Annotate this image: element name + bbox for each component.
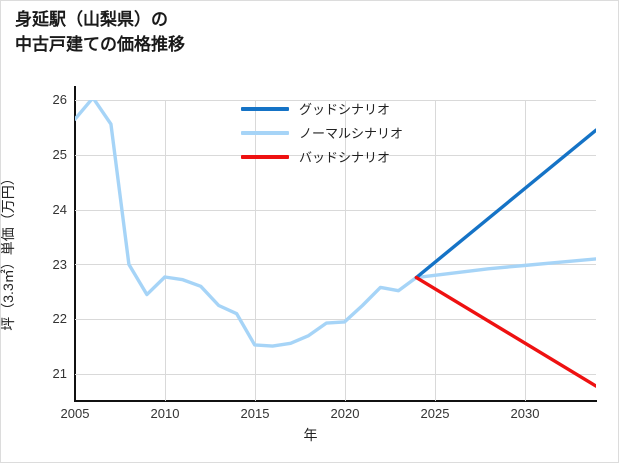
gridline-y-25 xyxy=(75,155,596,156)
x-tick-2010: 2010 xyxy=(150,406,180,421)
plot-area xyxy=(75,100,596,401)
y-tick-21: 21 xyxy=(52,366,67,381)
gridline-x-2030 xyxy=(525,100,526,401)
legend-label-good: グッドシナリオ xyxy=(299,101,391,117)
legend-swatch-bad xyxy=(241,155,289,159)
gridline-y-22 xyxy=(75,319,596,320)
legend-item-bad: バッドシナリオ xyxy=(241,145,403,169)
y-tick-24: 24 xyxy=(52,202,67,217)
y-tick-26: 26 xyxy=(52,92,67,107)
legend-item-normal: ノーマルシナリオ xyxy=(241,121,403,145)
legend-swatch-good xyxy=(241,107,289,111)
x-axis-label: 年 xyxy=(303,427,318,443)
gridline-x-2020 xyxy=(345,100,346,401)
x-tick-2025: 2025 xyxy=(420,406,450,421)
y-tick-25: 25 xyxy=(52,147,67,162)
legend-item-good: グッドシナリオ xyxy=(241,97,403,121)
x-tick-2005: 2005 xyxy=(60,406,90,421)
legend-label-normal: ノーマルシナリオ xyxy=(299,125,404,141)
y-axis-label-text: 坪（3.3㎡）単価（万円） xyxy=(0,171,16,331)
series-lines xyxy=(75,100,596,388)
legend-swatch-normal xyxy=(241,131,289,135)
y-axis-label: 坪（3.3㎡）単価（万円） xyxy=(0,0,18,330)
x-tick-2030: 2030 xyxy=(510,406,540,421)
gridline-x-2015 xyxy=(255,100,256,401)
series-line-bad xyxy=(414,275,596,388)
gridline-y-23 xyxy=(75,264,596,265)
x-tick-2015: 2015 xyxy=(240,406,270,421)
y-tick-22: 22 xyxy=(52,311,67,326)
gridline-x-2025 xyxy=(435,100,436,401)
series-line-normal xyxy=(75,100,596,348)
x-tick-2020: 2020 xyxy=(330,406,360,421)
series-line-good xyxy=(414,128,596,280)
page-title: 身延駅（山梨県）の 中古戸建ての価格推移 xyxy=(15,10,185,54)
gridline-x-2010 xyxy=(165,100,166,401)
gridline-y-21 xyxy=(75,374,596,375)
y-axis-line xyxy=(74,86,76,402)
y-tick-23: 23 xyxy=(52,257,67,272)
gridline-y-24 xyxy=(75,210,596,211)
gridline-y-26 xyxy=(75,100,596,101)
x-axis-line xyxy=(74,400,597,402)
legend: グッドシナリオ ノーマルシナリオ バッドシナリオ xyxy=(241,97,403,169)
legend-label-bad: バッドシナリオ xyxy=(299,149,391,165)
